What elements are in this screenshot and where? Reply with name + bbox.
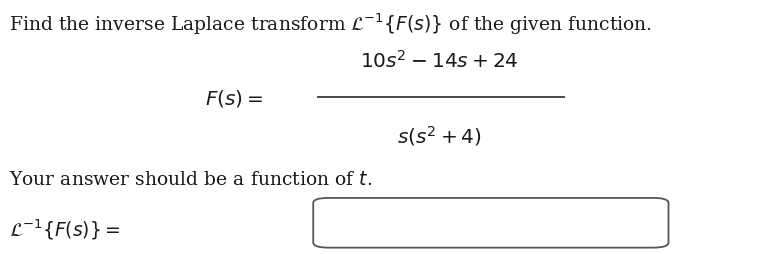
Text: Your answer should be a function of $t$.: Your answer should be a function of $t$. [9,170,372,188]
Text: Find the inverse Laplace transform $\mathcal{L}^{-1}\{F(s)\}$ of the given funct: Find the inverse Laplace transform $\mat… [9,11,652,37]
Text: $s(s^2 + 4)$: $s(s^2 + 4)$ [397,124,482,148]
Text: $F(s) = $: $F(s) = $ [206,87,264,108]
Text: $\mathcal{L}^{-1}\{F(s)\} = $: $\mathcal{L}^{-1}\{F(s)\} = $ [9,216,121,241]
FancyBboxPatch shape [313,198,668,248]
Text: $10s^2 - 14s + 24$: $10s^2 - 14s + 24$ [360,50,519,72]
